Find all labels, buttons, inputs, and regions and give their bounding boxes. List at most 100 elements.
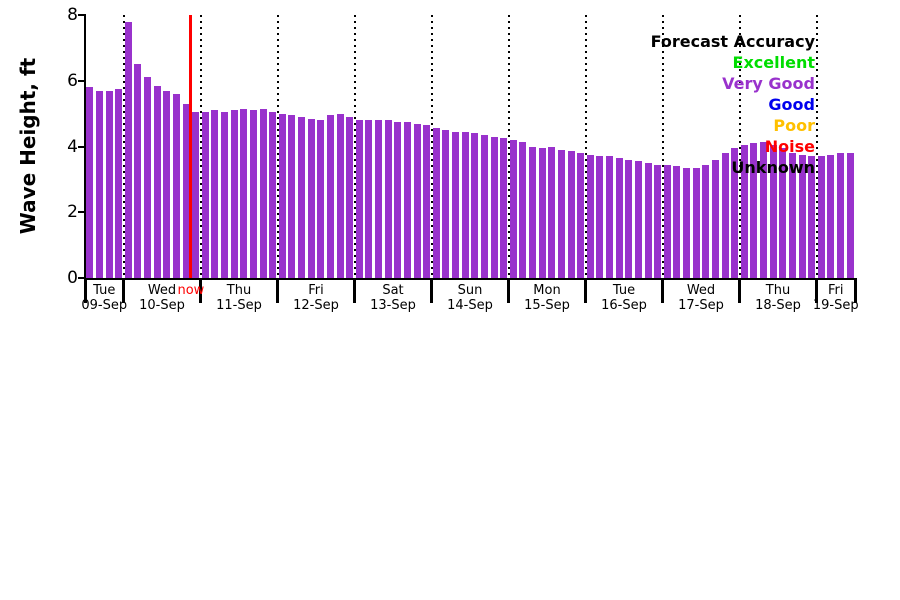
bar [144,77,152,278]
bar [721,153,729,278]
bar [827,154,835,278]
bar [394,121,402,278]
bar [837,153,845,278]
day-date: 19-Sep [812,298,859,313]
bar [124,21,132,278]
day-name: Fri [308,283,324,298]
day-label: Fri 19-Sep [813,283,859,313]
x-axis-tick [738,280,741,303]
y-axis-title: Wave Height, ft [16,57,40,235]
x-axis-tick [122,280,125,303]
bar [654,164,662,278]
bar [625,159,633,278]
day-boundary-gridline [276,15,279,278]
day-label: Wed 10-Sep [139,283,185,313]
day-boundary-gridline [738,15,741,278]
day-date: 13-Sep [370,298,416,313]
day-label: Wed 17-Sep [678,283,724,313]
bar [153,85,161,278]
bar [355,120,363,278]
legend-item-excellent: Excellent [732,53,815,72]
now-line [189,15,193,278]
y-tick-label: 6 [67,70,78,91]
bar [750,143,758,278]
bar [346,116,354,278]
y-tick-label: 8 [67,5,78,25]
day-label: Thu 11-Sep [216,283,262,313]
day-name: Mon [533,283,561,298]
day-label: Mon 15-Sep [524,283,570,313]
bar [95,90,103,278]
day-boundary-gridline [661,15,664,278]
bar [760,141,768,278]
bar [500,138,508,278]
x-axis-tick [430,280,433,303]
bar [567,151,575,278]
day-boundary-gridline [199,15,202,278]
day-date: 18-Sep [755,298,801,313]
bar [846,153,854,278]
day-boundary-gridline [353,15,356,278]
bar [375,120,383,278]
day-date: 09-Sep [81,298,128,313]
day-label: Fri 12-Sep [293,283,339,313]
now-label: now [177,283,205,298]
bar [269,111,277,278]
bar [336,113,344,278]
bar [432,128,440,278]
y-axis-line [84,14,86,280]
bar [577,153,585,278]
bar [86,87,94,278]
bar [278,113,286,278]
x-axis-tick [584,280,587,303]
x-axis-tick [661,280,664,303]
bar [211,110,219,278]
bar [557,149,565,278]
x-axis-tick [199,280,202,303]
day-date: 15-Sep [524,298,570,313]
legend-item-very-good: Very Good [722,74,815,93]
bar [779,148,787,278]
day-date: 17-Sep [678,298,724,313]
bar [471,133,479,278]
bar [403,121,411,278]
day-boundary-gridline [584,15,587,278]
bar [163,90,171,278]
x-axis-tick [353,280,356,303]
day-name: Fri [828,283,844,298]
bar [307,118,315,278]
bar [731,148,739,278]
bar [615,158,623,278]
bar [288,115,296,278]
bar [788,153,796,278]
x-axis-tick [83,280,87,303]
bar [538,148,546,278]
day-label: Sat 13-Sep [370,283,416,313]
bar [808,156,816,278]
legend-item-unknown: Unknown [731,158,815,177]
bar [490,136,498,278]
bar [692,167,700,278]
bar [182,103,190,278]
day-date: 16-Sep [601,298,647,313]
day-name: Sun [457,283,483,298]
bar [596,156,604,278]
day-name: Tue [93,283,116,298]
bar [683,167,691,278]
bar [529,146,537,278]
bar [740,144,748,278]
bar [240,108,248,278]
day-name: Tue [612,283,636,298]
day-date: 14-Sep [447,298,493,313]
x-axis-line [84,278,857,280]
day-boundary-gridline [815,15,818,278]
day-boundary-gridline [122,15,125,278]
bar [461,131,469,278]
day-date: 11-Sep [216,298,262,313]
legend-item-good: Good [768,95,815,114]
day-name: Wed [686,283,716,298]
y-tick-label: 4 [67,136,78,157]
bar [711,159,719,278]
bar [519,141,527,278]
bar [548,146,556,278]
